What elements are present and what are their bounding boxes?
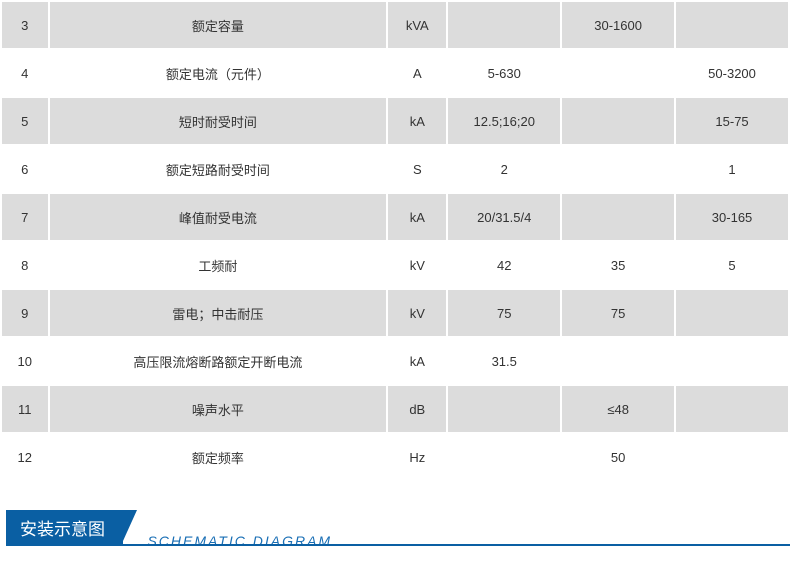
cell-v1: 31.5 — [448, 338, 560, 384]
cell-v1: 20/31.5/4 — [448, 194, 560, 240]
section-subtitle: SCHEMATIC DIAGRAM — [147, 533, 332, 549]
cell-idx: 7 — [2, 194, 48, 240]
table-row: 12额定频率Hz 50 — [2, 434, 788, 480]
cell-v1: 12.5;16;20 — [448, 98, 560, 144]
cell-unit: A — [388, 50, 446, 96]
cell-unit: kA — [388, 194, 446, 240]
cell-name: 额定电流（元件） — [50, 50, 387, 96]
cell-v1: 2 — [448, 146, 560, 192]
cell-idx: 10 — [2, 338, 48, 384]
cell-v2 — [562, 98, 674, 144]
cell-v3 — [676, 386, 788, 432]
cell-idx: 12 — [2, 434, 48, 480]
cell-v3 — [676, 338, 788, 384]
cell-v1: 5-630 — [448, 50, 560, 96]
cell-v2 — [562, 50, 674, 96]
cell-v1 — [448, 2, 560, 48]
cell-v2 — [562, 194, 674, 240]
cell-name: 噪声水平 — [50, 386, 387, 432]
section-underline — [6, 544, 790, 546]
cell-unit: Hz — [388, 434, 446, 480]
cell-idx: 9 — [2, 290, 48, 336]
cell-v2: 50 — [562, 434, 674, 480]
cell-unit: S — [388, 146, 446, 192]
cell-v3: 50-3200 — [676, 50, 788, 96]
cell-name: 额定容量 — [50, 2, 387, 48]
table-row: 6额定短路耐受时间S2 1 — [2, 146, 788, 192]
table-row: 3额定容量kVA 30-1600 — [2, 2, 788, 48]
cell-v2: 35 — [562, 242, 674, 288]
cell-v2: 75 — [562, 290, 674, 336]
cell-name: 高压限流熔断路额定开断电流 — [50, 338, 387, 384]
cell-idx: 6 — [2, 146, 48, 192]
spec-table-body: 3额定容量kVA30-16004额定电流（元件）A5-63050-32005短时… — [2, 2, 788, 480]
cell-v1 — [448, 386, 560, 432]
cell-idx: 3 — [2, 2, 48, 48]
cell-name: 雷电；中击耐压 — [50, 290, 387, 336]
cell-unit: kA — [388, 338, 446, 384]
cell-name: 额定频率 — [50, 434, 387, 480]
cell-v3: 30-165 — [676, 194, 788, 240]
cell-name: 额定短路耐受时间 — [50, 146, 387, 192]
section-header: 安装示意图 SCHEMATIC DIAGRAM — [0, 510, 790, 556]
cell-v3: 5 — [676, 242, 788, 288]
cell-v3: 1 — [676, 146, 788, 192]
cell-unit: dB — [388, 386, 446, 432]
table-row: 11噪声水平dB ≤48 — [2, 386, 788, 432]
cell-v3: 15-75 — [676, 98, 788, 144]
cell-unit: kVA — [388, 2, 446, 48]
cell-idx: 11 — [2, 386, 48, 432]
cell-v2 — [562, 146, 674, 192]
cell-idx: 5 — [2, 98, 48, 144]
cell-v3 — [676, 2, 788, 48]
cell-name: 短时耐受时间 — [50, 98, 387, 144]
cell-v1: 42 — [448, 242, 560, 288]
section-title: 安装示意图 — [6, 510, 123, 545]
cell-unit: kV — [388, 242, 446, 288]
cell-idx: 8 — [2, 242, 48, 288]
cell-unit: kV — [388, 290, 446, 336]
cell-v1: 75 — [448, 290, 560, 336]
table-row: 4额定电流（元件）A5-630 50-3200 — [2, 50, 788, 96]
cell-v3 — [676, 434, 788, 480]
table-row: 10高压限流熔断路额定开断电流kA31.5 — [2, 338, 788, 384]
cell-name: 峰值耐受电流 — [50, 194, 387, 240]
cell-unit: kA — [388, 98, 446, 144]
table-row: 9雷电；中击耐压kV7575 — [2, 290, 788, 336]
cell-v1 — [448, 434, 560, 480]
cell-v3 — [676, 290, 788, 336]
cell-v2: 30-1600 — [562, 2, 674, 48]
table-row: 5短时耐受时间kA12.5;16;20 15-75 — [2, 98, 788, 144]
cell-v2 — [562, 338, 674, 384]
table-row: 7峰值耐受电流kA20/31.5/4 30-165 — [2, 194, 788, 240]
spec-table: 3额定容量kVA30-16004额定电流（元件）A5-63050-32005短时… — [0, 0, 790, 482]
cell-idx: 4 — [2, 50, 48, 96]
cell-v2: ≤48 — [562, 386, 674, 432]
cell-name: 工频耐 — [50, 242, 387, 288]
table-row: 8工频耐kV42355 — [2, 242, 788, 288]
